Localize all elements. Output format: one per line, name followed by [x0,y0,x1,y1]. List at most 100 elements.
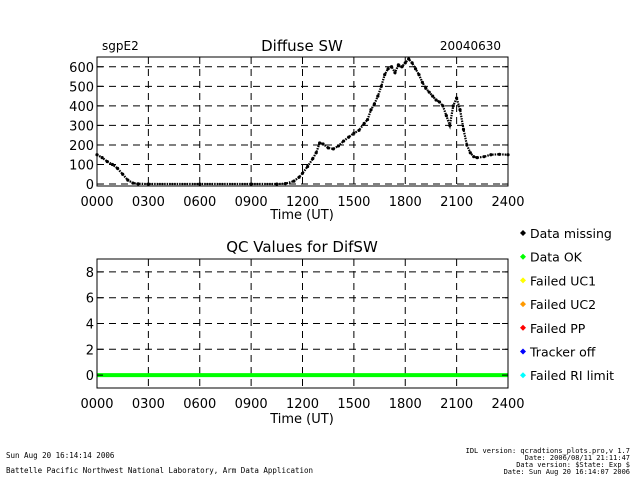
data-point [458,108,462,112]
legend-marker-icon [520,301,526,308]
data-point [407,57,411,61]
data-point [275,182,279,186]
data-point [413,67,418,71]
chart2-xtick-label: 0300 [132,397,165,412]
data-point [482,155,486,159]
data-point [326,146,330,150]
data-point [100,156,104,160]
data-point [318,141,322,145]
data-point [365,117,370,122]
data-point [198,182,202,186]
data-point [379,84,383,88]
data-point [448,123,452,128]
legend-label: Failed PP [530,321,586,336]
chart2-ytick-label: 8 [86,266,94,281]
legend-item: Failed PP [520,321,586,336]
chart2-ytick-label: 2 [86,343,94,358]
data-point [146,182,150,186]
chart1-xtick-label: 1200 [286,195,319,210]
data-point [400,65,404,69]
data-point [376,94,380,98]
chart2-xtick-label: 1500 [337,397,370,412]
site-label: sgpE2 [102,39,139,53]
data-point [389,65,394,69]
data-point [468,151,472,155]
data-point [441,104,445,108]
legend-label: Failed RI limit [530,368,614,383]
data-point [410,61,414,65]
data-point [444,114,448,118]
data-point [297,175,301,179]
data-point [336,144,341,148]
data-point [437,100,442,104]
chart2-title: QC Values for DifSW [226,238,378,256]
data-point [472,155,476,159]
footer-version-line2: Date: 2006/08/11 21:11:47 [524,454,630,462]
legend-item: Tracker off [520,345,596,360]
chart2-xlabel: Time (UT) [269,412,334,427]
chart2-xtick-label: 2100 [440,397,473,412]
chart1-xtick-label: 2400 [491,195,524,210]
data-point [347,135,351,139]
chart1-ytick-label: 400 [69,100,94,115]
chart1-xtick-label: 1800 [389,195,422,210]
data-point [393,71,397,75]
chart1-title: Diffuse SW [261,37,343,55]
date-label: 20040630 [440,39,501,53]
data-point [352,131,356,135]
legend-label: Failed UC1 [530,273,596,288]
chart1-xtick-label: 0000 [80,195,113,210]
legend-marker-icon [520,324,526,331]
data-point [131,181,135,185]
data-point [417,72,421,77]
chart1-ytick-label: 200 [69,139,94,154]
data-point [434,98,438,102]
data-point [489,153,493,157]
footer-organization: Battelle Pacific Northwest National Labo… [6,466,314,475]
data-point [465,143,469,147]
legend-item: Data missing [520,226,612,241]
footer-version-info: IDL version: qcradtions_plots.pro,v 1.7 … [466,448,630,476]
data-point [283,182,287,186]
legend-item: Failed UC1 [520,273,596,288]
data-point [451,104,455,108]
legend-label: Tracker off [529,345,596,360]
data-point [357,128,361,132]
data-point [455,96,459,100]
data-point [300,171,305,175]
qc-values-chart: QC Values for DifSW 0 2 4 6 8 0000 0300 0600 09… [80,238,524,427]
data-point [331,147,335,151]
chart1-xtick-label: 0600 [183,195,216,210]
legend-item: Failed RI limit [520,368,614,383]
legend-marker-icon [520,348,526,355]
legend-label: Data missing [530,226,612,241]
chart2-xtick-label: 0600 [183,397,216,412]
chart2-ytick-label: 6 [86,292,94,307]
legend-label: Data OK [530,250,583,265]
chart1-ytick-label: 300 [69,119,94,134]
legend-label: Failed UC2 [530,297,596,312]
chart2-xtick-label: 1200 [286,397,319,412]
chart1-ytick-label: 600 [69,61,94,76]
chart1-plot-frame [96,56,509,187]
chart1-xtick-label: 2100 [440,195,473,210]
data-point [362,121,366,126]
legend-marker-icon [520,277,526,284]
qc-legend: Data missing Data OK Failed UC1 Failed UC2 F… [520,226,614,383]
chart1-ytick-label: 100 [69,159,94,174]
data-point [383,72,387,77]
data-point [126,178,130,182]
data-point [249,182,253,186]
diffuse-sw-chart: sgpE2 Diffuse SW 20040630 0 100 200 300 400 5… [69,37,524,223]
data-point [420,80,424,85]
data-point [497,152,502,156]
data-point [110,162,115,167]
chart2-ytick-label: 4 [86,318,94,333]
legend-marker-icon [520,230,526,236]
data-point [475,156,479,160]
data-point [311,157,315,161]
chart2-xtick-label: 0000 [80,397,113,412]
data-point [369,108,373,112]
legend-marker-icon [520,253,526,260]
data-point [386,67,390,71]
